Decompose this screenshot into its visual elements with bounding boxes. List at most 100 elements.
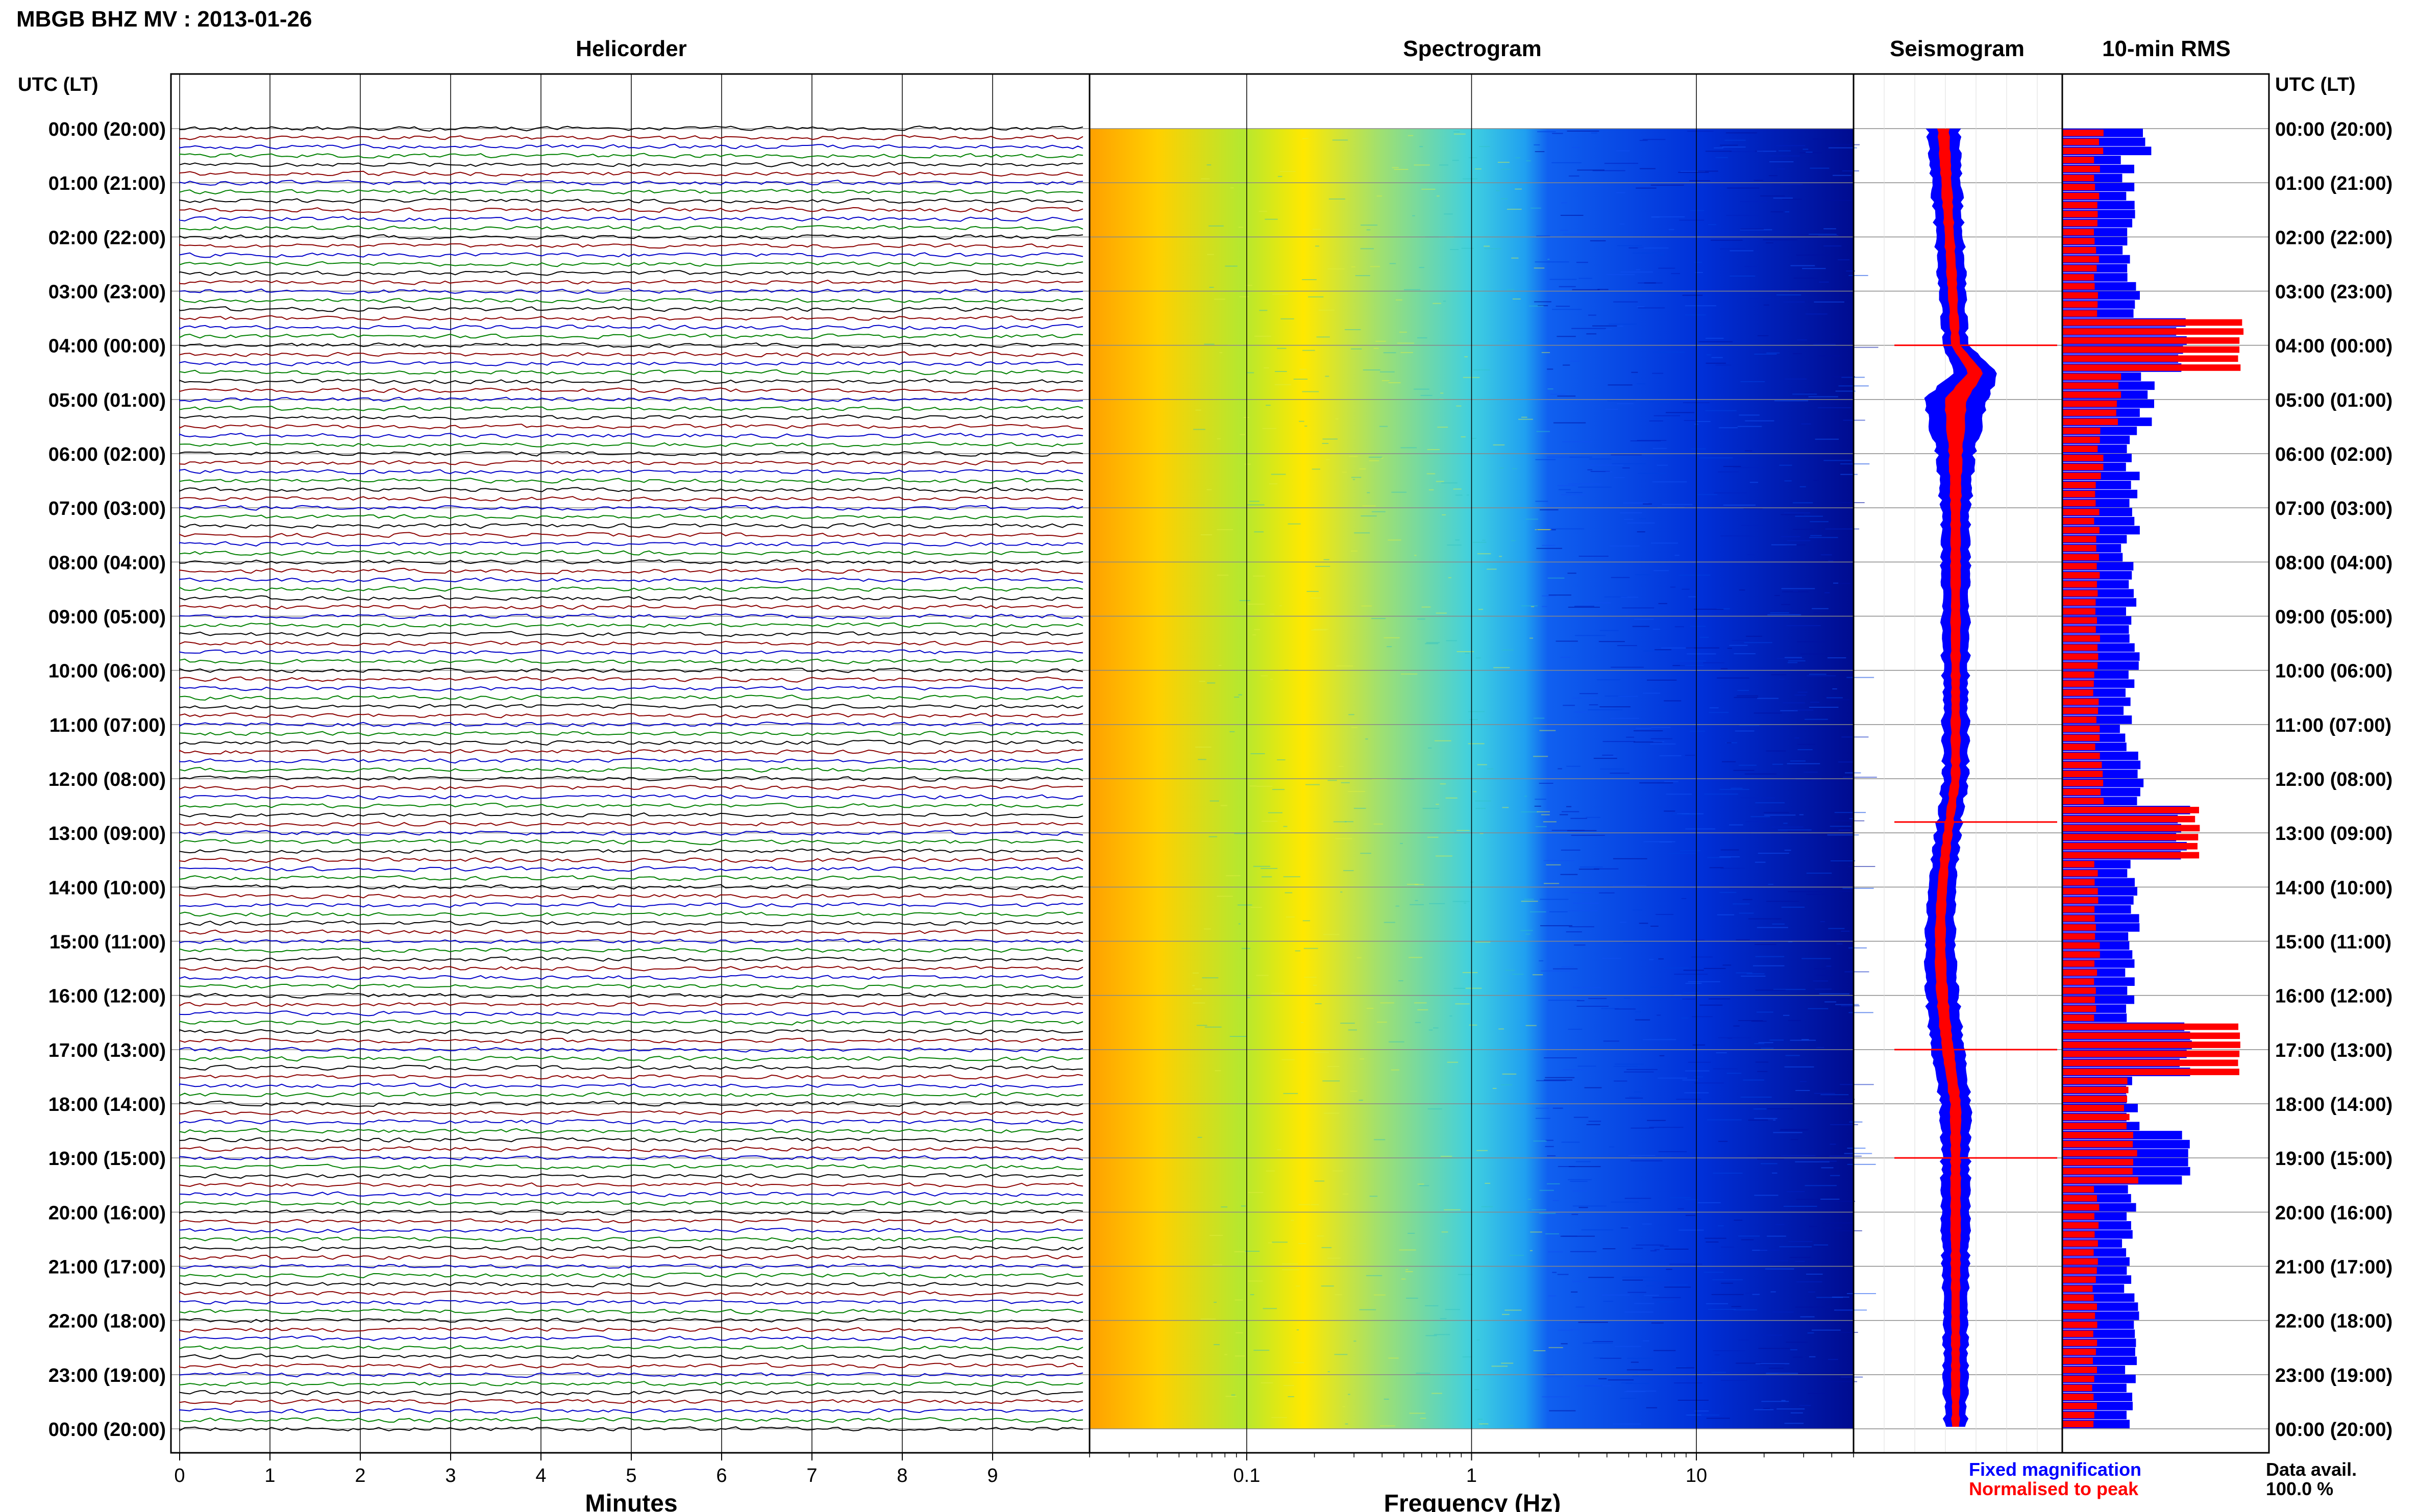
spectrogram-streak	[1848, 866, 1875, 867]
spectrogram-streak	[1737, 695, 1759, 697]
spectrogram-streak	[1799, 152, 1822, 154]
spectrogram-speck	[1417, 337, 1427, 339]
helicorder-trace	[179, 143, 1083, 150]
rms-bar-normalised	[2062, 1150, 2137, 1157]
spectrogram-streak	[1718, 1141, 1728, 1142]
spectrogram-streak	[1729, 887, 1763, 889]
spectrogram-streak	[1540, 899, 1569, 900]
spectrogram-streak	[1790, 1412, 1803, 1414]
spectrogram-streak	[1599, 630, 1619, 631]
spectrogram-streak	[1790, 1349, 1797, 1351]
spectrogram-speck	[1421, 188, 1436, 190]
spectrogram-speck	[1219, 352, 1223, 354]
spectrogram-streak	[1647, 679, 1677, 681]
spectrogram-streak	[1801, 1039, 1809, 1040]
spectrogram-streak	[1686, 647, 1720, 649]
spectrogram-speck	[1302, 279, 1317, 280]
rms-bar-normalised	[2062, 1276, 2096, 1283]
spectrogram-streak	[1714, 492, 1747, 493]
helicorder-trace	[179, 856, 1083, 863]
spectrogram-streak	[1686, 1415, 1720, 1416]
spectrogram-streak	[1740, 229, 1764, 230]
utc-label-left: UTC (LT)	[18, 74, 98, 95]
spectrogram-streak	[1781, 906, 1805, 908]
spectrogram-streak	[1706, 1241, 1719, 1243]
spectrogram-speck	[1475, 168, 1482, 170]
spectrogram-speck	[1234, 697, 1240, 698]
minute-tick-label: 2	[355, 1465, 365, 1486]
helicorder-trace	[179, 1308, 1083, 1315]
spectrogram-speck	[1344, 821, 1353, 823]
helicorder-trace	[179, 234, 1083, 240]
spectrogram-speck	[1221, 1206, 1228, 1208]
rms-bar-normalised	[2062, 807, 2199, 813]
spectrogram-streak	[1811, 1329, 1841, 1331]
time-label-right: 07:00 (03:00)	[2275, 498, 2392, 519]
helicorder-trace	[179, 1002, 1083, 1007]
rms-bar-normalised	[2062, 192, 2100, 200]
helicorder-trace	[179, 495, 1083, 502]
spectrogram-streak	[1838, 259, 1850, 261]
rms-bar-normalised	[2062, 1348, 2096, 1355]
spectrogram-streak	[1624, 1198, 1651, 1199]
spectrogram-speck	[1407, 884, 1419, 885]
spectrogram-streak	[1789, 290, 1796, 291]
spectrogram-streak	[1545, 1146, 1554, 1147]
spectrogram-speck	[1269, 483, 1278, 485]
spectrogram-streak	[1744, 266, 1757, 267]
spectrogram-speck	[1253, 865, 1271, 867]
rms-bar-normalised	[2062, 1330, 2093, 1337]
rms-bar-normalised	[2062, 1367, 2097, 1373]
spectrogram-streak	[1692, 1016, 1713, 1018]
spectrogram-streak	[1662, 504, 1693, 505]
spectrogram-speck	[1192, 985, 1195, 986]
spectrogram-streak	[1611, 577, 1630, 578]
spectrogram-speck	[1322, 443, 1329, 444]
spectrogram-streak	[1782, 199, 1802, 200]
spectrogram-streak	[1535, 799, 1546, 800]
rms-bar-normalised	[2062, 924, 2096, 931]
spectrogram-speck	[1322, 438, 1338, 440]
spectrogram-speck	[1414, 1002, 1427, 1004]
spectrogram-streak	[1813, 480, 1819, 481]
rms-bar-normalised	[2062, 554, 2099, 561]
spectrogram-speck	[1484, 245, 1490, 247]
spectrogram-streak	[1627, 522, 1655, 524]
rms-bar-normalised	[2062, 1402, 2097, 1409]
spectrogram-streak	[1592, 325, 1617, 327]
spectrogram-streak	[1842, 777, 1877, 778]
spectrogram-streak	[1783, 301, 1805, 303]
spectrogram-streak	[1790, 1039, 1816, 1041]
spectrogram-speck	[1534, 267, 1545, 269]
spectrogram-streak	[1609, 546, 1640, 547]
spectrogram-streak	[1578, 278, 1592, 279]
spectrogram-speck	[1529, 911, 1546, 912]
spectrogram-speck	[1206, 164, 1212, 166]
spectrogram-streak	[1792, 502, 1813, 504]
spectrogram-streak	[1841, 1005, 1860, 1007]
rms-bar-normalised	[2062, 1141, 2133, 1148]
spectrogram-speck	[1315, 1052, 1329, 1053]
time-label-right: 08:00 (04:00)	[2275, 552, 2392, 574]
rms-bar-normalised	[2062, 400, 2117, 407]
spectrogram-speck	[1259, 310, 1268, 311]
spectrogram-speck	[1485, 1182, 1491, 1184]
spectrogram-speck	[1420, 1418, 1426, 1419]
spectrogram-streak	[1602, 754, 1614, 756]
rms-bar-normalised	[2062, 130, 2104, 136]
time-label-right: 06:00 (02:00)	[2275, 444, 2392, 465]
spectrogram-streak	[1657, 464, 1668, 466]
spectrogram-streak	[1616, 192, 1625, 193]
spectrogram-streak	[1839, 1332, 1858, 1333]
rms-bar-normalised	[2062, 1032, 2240, 1039]
rms-bar-normalised	[2062, 1394, 2094, 1400]
spectrogram-streak	[1768, 175, 1778, 177]
spectrogram-streak	[1559, 814, 1568, 815]
spectrogram-speck	[1420, 394, 1433, 396]
spectrogram-streak	[1748, 1120, 1773, 1121]
spectrogram-streak	[1740, 201, 1767, 203]
spectrogram-streak	[1813, 980, 1828, 982]
spectrogram-speck	[1408, 135, 1414, 136]
spectrogram-speck	[1436, 855, 1452, 857]
spectrogram-streak	[1568, 175, 1579, 177]
